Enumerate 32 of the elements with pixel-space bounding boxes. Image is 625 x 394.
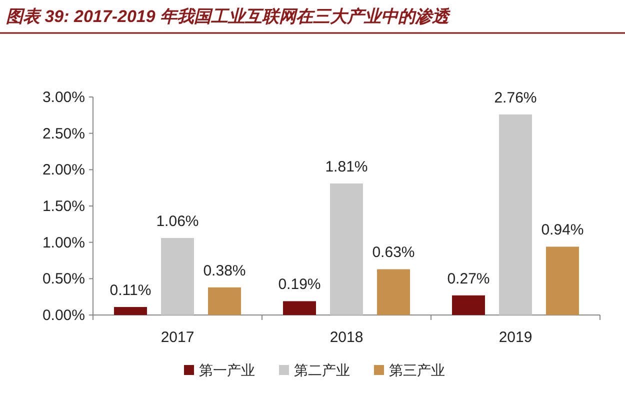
bar [546,246,579,315]
x-tick-label: 2018 [330,329,364,346]
bar [330,183,363,315]
y-tick-label: 0.50% [42,270,85,288]
data-label: 0.38% [203,262,246,280]
bar [161,238,194,315]
x-tick-label: 2019 [498,329,532,346]
legend-label: 第三产业 [389,363,445,379]
x-tick-label: 2017 [160,329,194,346]
y-tick-label: 3.00% [42,89,85,106]
y-tick-label: 2.00% [42,162,85,179]
y-tick-label: 1.00% [42,234,85,252]
bar [114,307,147,315]
y-tick-label: 1.50% [42,198,85,215]
data-label: 0.63% [372,244,415,262]
data-label: 1.81% [325,158,368,176]
bar [283,301,316,315]
y-tick-label: 2.50% [42,125,85,142]
bar [208,287,241,315]
chart-title: 图表 39: 2017-2019 年我国工业互联网在三大产业中的渗透 [6,7,452,26]
data-label: 0.27% [447,270,490,288]
data-label: 2.76% [494,89,537,106]
bar [452,295,485,315]
bar [377,269,410,315]
legend-label: 第一产业 [199,363,255,379]
data-label: 0.19% [278,276,321,294]
y-tick-label: 0.00% [42,307,85,324]
legend-label: 第二产业 [294,363,350,379]
data-label: 0.11% [110,282,152,300]
data-label: 1.06% [156,212,199,230]
data-label: 0.94% [541,222,584,239]
bar [499,114,532,315]
